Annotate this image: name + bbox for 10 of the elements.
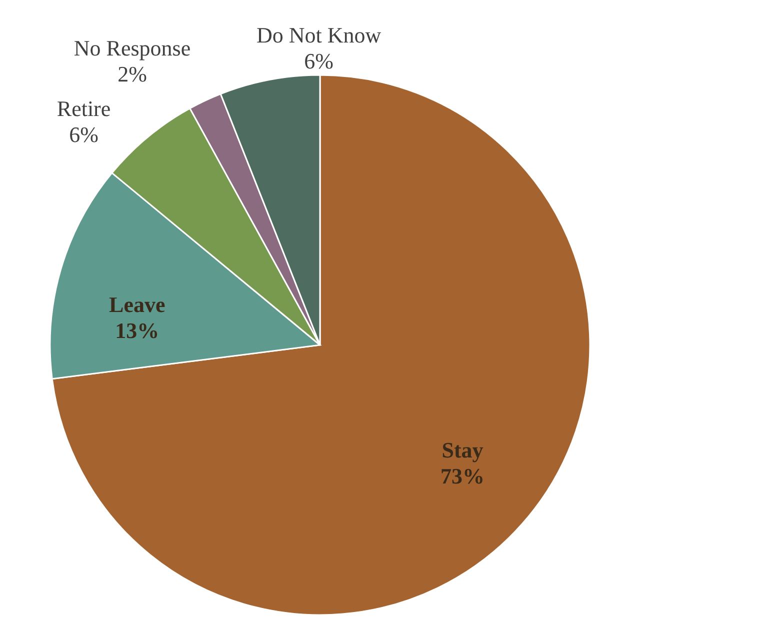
slice-label: Retire [56, 96, 111, 121]
data-label: 6% [304, 48, 334, 74]
data-label: 6% [69, 122, 98, 147]
slice-label: Leave [109, 292, 166, 317]
slice-label: Do Not Know [256, 22, 382, 48]
data-label: 2% [118, 62, 147, 87]
data-label: 73% [440, 464, 485, 489]
data-label: 13% [115, 318, 160, 343]
slice-label: No Response [74, 36, 191, 61]
slice-label: Stay [442, 438, 484, 463]
